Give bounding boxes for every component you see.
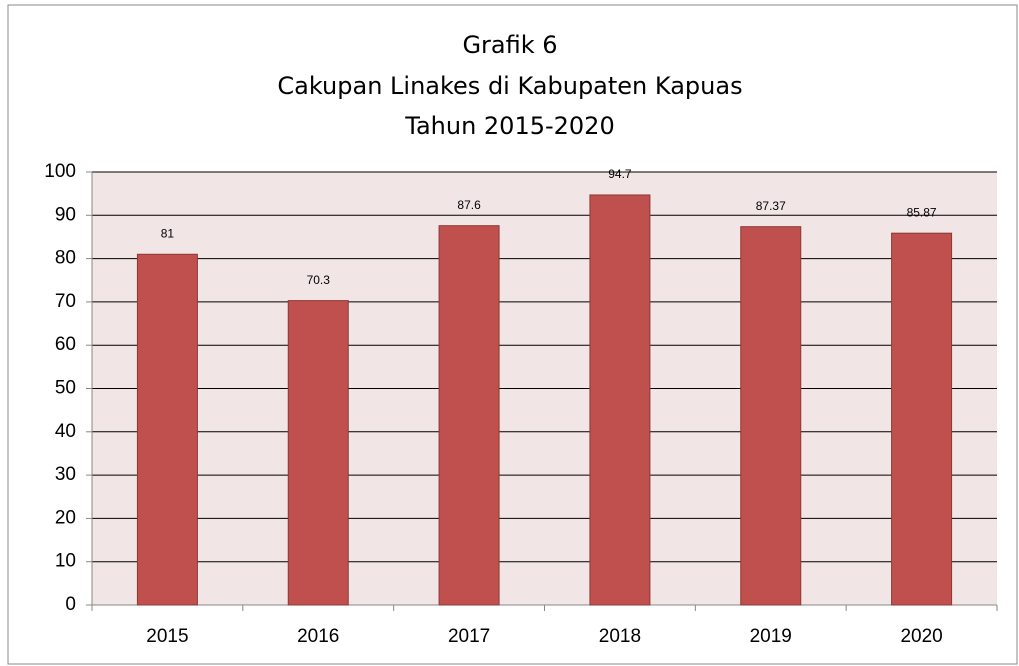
x-tick-label: 2017 <box>448 626 490 647</box>
data-label: 81 <box>161 226 175 240</box>
x-tick-label: 2016 <box>297 626 339 647</box>
data-label: 94.7 <box>608 167 632 181</box>
y-tick-label: 100 <box>44 161 76 182</box>
y-tick-label: 0 <box>65 594 76 615</box>
data-label: 85.87 <box>907 205 937 219</box>
y-tick-label: 40 <box>55 421 76 442</box>
bar <box>438 225 500 606</box>
chart-title: Grafik 6 <box>462 31 557 59</box>
bar <box>740 226 802 606</box>
bar <box>589 194 651 606</box>
y-tick-label: 20 <box>55 507 76 528</box>
y-tick-label: 90 <box>55 204 76 225</box>
x-tick-label: 2019 <box>750 626 792 647</box>
bar <box>891 232 953 606</box>
y-tick-label: 30 <box>55 464 76 485</box>
y-tick-label: 50 <box>55 378 76 399</box>
y-tick-label: 60 <box>55 334 76 355</box>
bar <box>287 300 349 606</box>
data-label: 87.37 <box>756 199 786 213</box>
data-label: 70.3 <box>307 273 331 287</box>
y-tick-label: 10 <box>55 551 76 572</box>
data-label: 87.6 <box>457 198 481 212</box>
bar <box>136 253 198 606</box>
y-tick-label: 80 <box>55 248 76 269</box>
chart-title: Tahun 2015-2020 <box>404 112 614 140</box>
y-tick-label: 70 <box>55 291 76 312</box>
x-tick-label: 2015 <box>146 626 188 647</box>
x-tick-label: 2018 <box>599 626 641 647</box>
chart-title: Cakupan Linakes di Kabupaten Kapuas <box>277 72 742 100</box>
x-tick-label: 2020 <box>900 626 942 647</box>
